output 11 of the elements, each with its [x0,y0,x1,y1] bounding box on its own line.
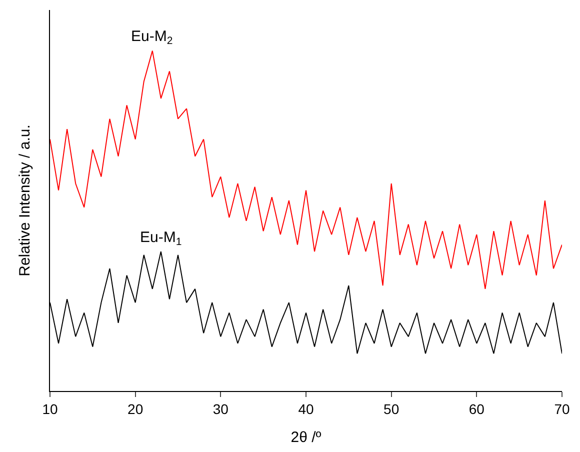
y-axis-title: Relative Intensity / a.u. [16,124,34,276]
x-axis-title: 2θ /º [290,428,322,446]
series-label: Eu-M$_{1}$ [140,229,182,248]
x-tick-label: 60 [468,400,485,417]
series-label: Eu-M$_{2}$ [131,28,173,48]
x-tick-label: 70 [554,400,570,417]
x-tick-label: 10 [42,400,58,417]
x-tick-label: 50 [384,400,400,417]
x-tick-label: 40 [298,400,314,417]
x-tick-label: 20 [128,400,144,417]
x-tick-label: 30 [212,400,229,417]
